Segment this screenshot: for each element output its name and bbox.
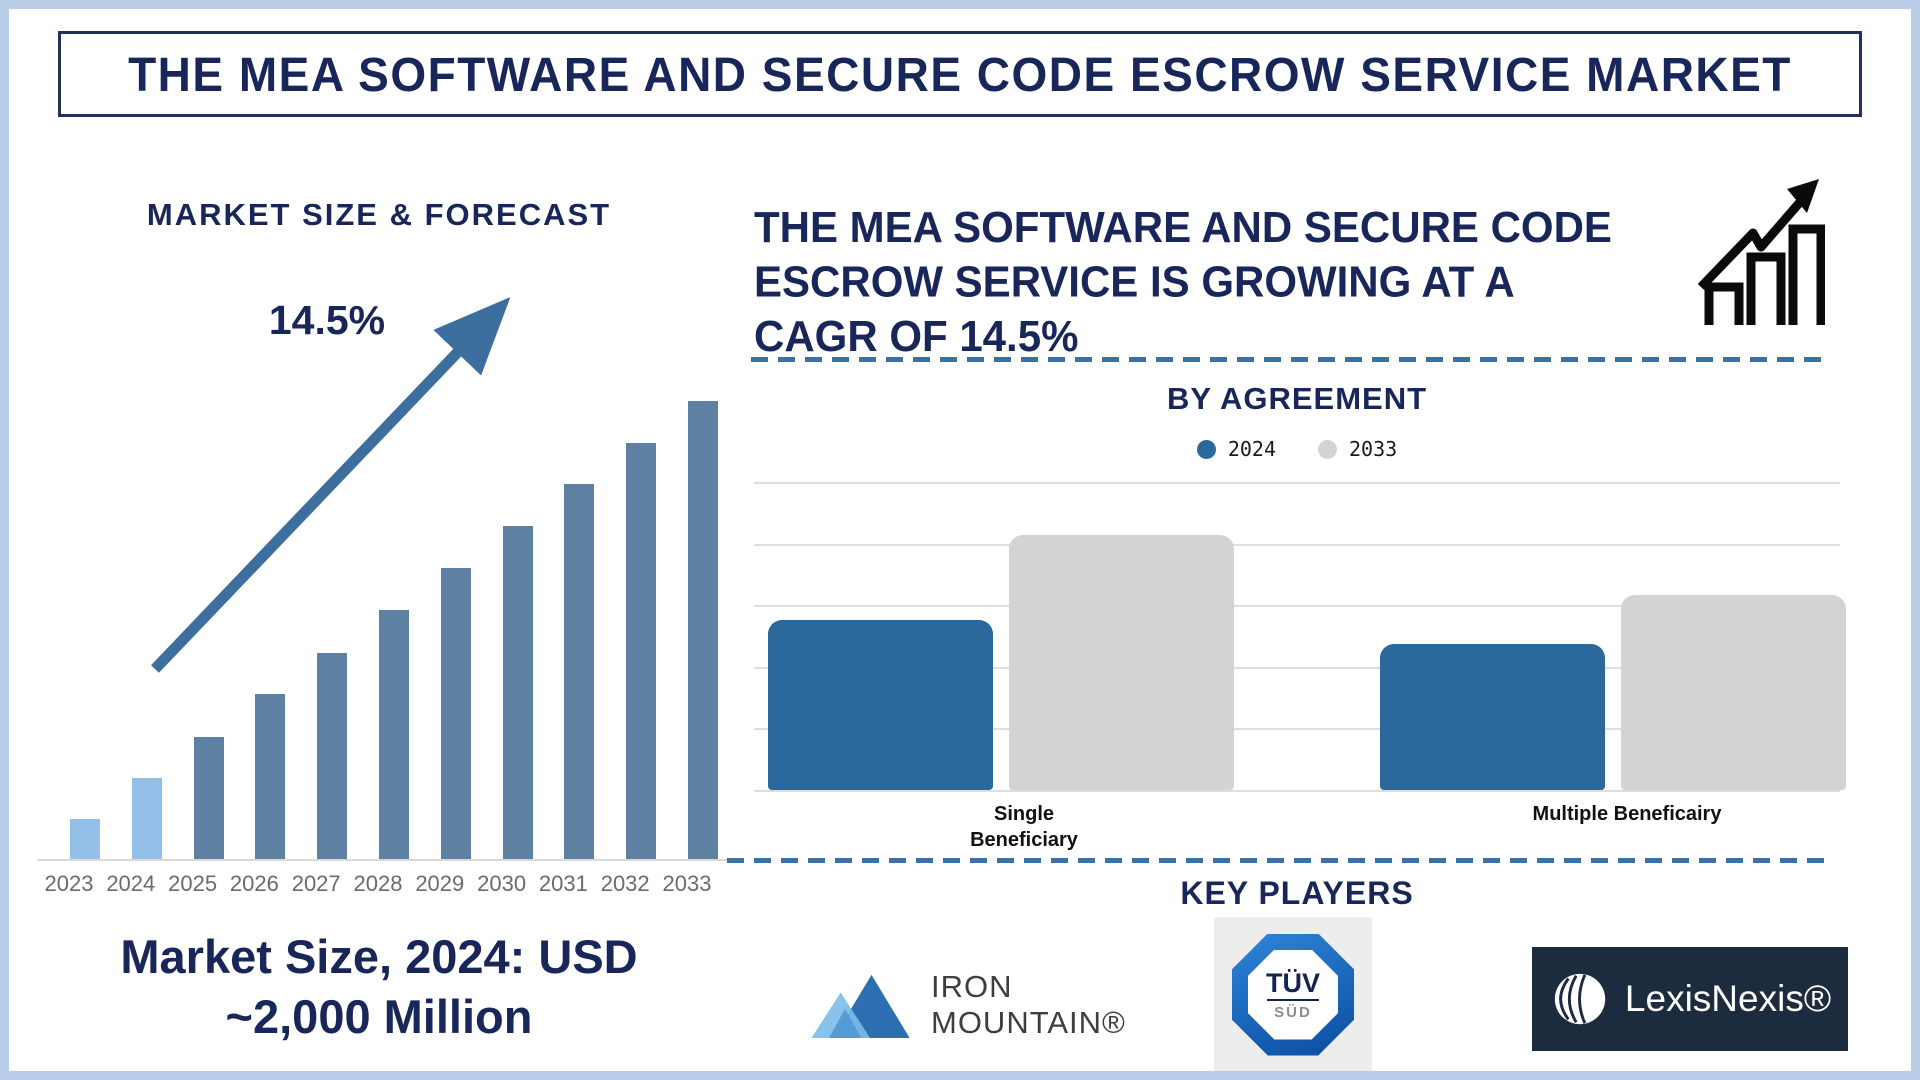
year-label-2029: 2029 [415, 871, 465, 896]
forecast-bar-2031 [564, 484, 595, 859]
growth-chart-icon [1697, 179, 1825, 325]
iron-mountain-line2: MOUNTAIN® [931, 1005, 1126, 1040]
gridline [754, 790, 1840, 792]
agreement-bar-2024-multiple-beneficairy [1380, 644, 1605, 790]
year-label-2024: 2024 [106, 871, 156, 896]
category-label-single-beneficiary: Single Beneficiary [970, 803, 1078, 851]
chart-legend: 2024 2033 [754, 437, 1840, 461]
forecast-year-labels: 2023 2024 2025 2026 2027 2028 2029 2030 2031 2032… [30, 871, 742, 901]
gridline [754, 605, 1840, 607]
x-axis-line [37, 859, 735, 861]
legend-dot-2024-icon [1196, 439, 1216, 459]
forecast-bar-2029 [440, 568, 471, 859]
forecast-bar-2033 [688, 401, 718, 859]
legend-item-2024: 2024 [1196, 437, 1276, 461]
dashed-divider-bottom [727, 858, 1829, 863]
dashed-divider-top [751, 357, 1827, 362]
gridline [754, 728, 1840, 730]
lexisnexis-logo: LexisNexis® [1532, 947, 1848, 1051]
forecast-bar-2030 [502, 526, 533, 859]
year-label-2023: 2023 [44, 871, 94, 896]
year-label-2028: 2028 [353, 871, 403, 896]
tuv-divider [1267, 998, 1319, 1001]
right-heading-line3: CAGR OF 14.5% [754, 311, 1079, 361]
forecast-bar-2027 [317, 653, 348, 859]
year-label-2027: 2027 [291, 871, 341, 896]
tuv-octagon-icon: TÜV SÜD [1232, 933, 1354, 1056]
legend-item-2033: 2033 [1318, 437, 1397, 461]
iron-mountain-line1: IRON [931, 969, 1013, 1004]
tuv-sud-logo: TÜV SÜD [1214, 917, 1372, 1071]
year-label-2025: 2025 [168, 871, 218, 896]
page-title: THE MEA SOFTWARE AND SECURE CODE ESCROW … [128, 46, 1792, 102]
by-agreement-title: BY AGREEMENT [1166, 381, 1428, 416]
forecast-bar-2025 [193, 737, 224, 859]
gridline [754, 482, 1840, 484]
market-size-heading: MARKET SIZE & FORECAST [146, 197, 612, 232]
footnote-line1: Market Size, 2024: USD [120, 930, 638, 983]
year-label-2031: 2031 [538, 871, 588, 896]
footnote-line2: ~2,000 Million [225, 990, 533, 1043]
year-label-2026: 2026 [229, 871, 279, 896]
right-heading: THE MEA SOFTWARE AND SECURE CODE ESCROW … [754, 200, 1714, 364]
year-label-2030: 2030 [477, 871, 527, 896]
tuv-wordmark: TÜV [1266, 967, 1320, 998]
legend-dot-2033-icon [1318, 439, 1337, 459]
agreement-bar-2033-single-beneficiary [1009, 535, 1234, 790]
category-label-multiple-beneficiary: Multiple Beneficairy [1532, 803, 1722, 825]
agreement-bar-2024-single-beneficiary [768, 620, 993, 790]
lexisnexis-wordmark: LexisNexis® [1624, 978, 1832, 1019]
year-label-2032: 2032 [600, 871, 650, 896]
key-players-title: KEY PLAYERS [1180, 875, 1414, 911]
by-agreement-chart [754, 482, 1846, 792]
right-heading-line1: THE MEA SOFTWARE AND SECURE CODE [754, 202, 1612, 252]
forecast-bar-2028 [379, 610, 409, 859]
forecast-bar-chart [46, 391, 726, 859]
cagr-annotation: 14.5% [268, 297, 386, 343]
forecast-bar-2023 [70, 819, 100, 859]
gridline [754, 667, 1840, 669]
legend-label-2033: 2033 [1349, 437, 1398, 461]
iron-mountain-logo: IRON MOUNTAIN® [807, 969, 1126, 1041]
gridline [754, 544, 1840, 546]
forecast-bar-2032 [626, 443, 657, 859]
right-heading-line2: ESCROW SERVICE IS GROWING AT A [754, 257, 1515, 306]
lexisnexis-orb-icon [1554, 973, 1606, 1025]
market-size-footnote: Market Size, 2024: USD ~2,000 Million [39, 927, 719, 1047]
year-label-2033: 2033 [662, 871, 712, 896]
sud-wordmark: SÜD [1274, 1003, 1312, 1021]
legend-label-2024: 2024 [1227, 437, 1276, 461]
agreement-bar-2033-multiple-beneficairy [1621, 595, 1846, 790]
main-title-box: THE MEA SOFTWARE AND SECURE CODE ESCROW … [58, 31, 1862, 117]
forecast-bar-2026 [255, 694, 286, 859]
iron-mountain-wordmark: IRON MOUNTAIN® [931, 969, 1126, 1041]
iron-mountain-icon [811, 974, 910, 1038]
forecast-bar-2024 [131, 778, 162, 859]
